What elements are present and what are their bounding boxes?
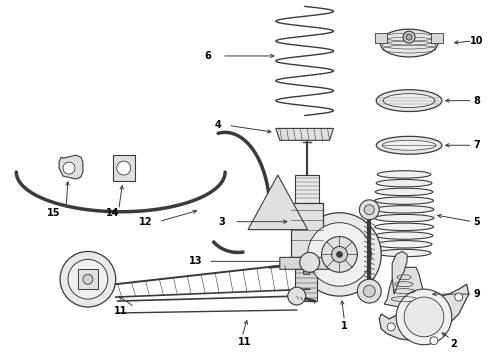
Circle shape (363, 285, 375, 297)
Ellipse shape (374, 206, 434, 213)
Circle shape (396, 289, 452, 345)
Text: 2: 2 (450, 339, 457, 349)
Ellipse shape (382, 140, 436, 150)
Bar (294, 269, 317, 301)
Text: 13: 13 (189, 256, 202, 266)
Polygon shape (248, 175, 308, 230)
Text: 3: 3 (219, 217, 225, 227)
Ellipse shape (375, 197, 434, 204)
Text: 1: 1 (341, 321, 348, 331)
Ellipse shape (383, 94, 435, 108)
Bar (294, 175, 319, 203)
Circle shape (63, 162, 75, 174)
Ellipse shape (375, 232, 433, 239)
Polygon shape (276, 129, 334, 140)
Ellipse shape (375, 188, 433, 195)
Polygon shape (384, 267, 424, 307)
Circle shape (430, 337, 438, 345)
Text: 10: 10 (470, 36, 484, 46)
Ellipse shape (377, 171, 431, 178)
Text: 7: 7 (473, 140, 480, 150)
Text: 15: 15 (48, 208, 61, 218)
Polygon shape (280, 257, 334, 274)
Circle shape (337, 251, 343, 257)
Bar (375, 33, 387, 43)
Circle shape (365, 205, 374, 215)
Bar (78, 269, 98, 289)
Text: 8: 8 (473, 96, 480, 105)
Circle shape (403, 31, 415, 43)
Bar (431, 33, 443, 43)
Bar (113, 155, 135, 181)
Circle shape (455, 293, 463, 301)
Text: 6: 6 (205, 51, 212, 61)
Circle shape (298, 213, 381, 296)
Ellipse shape (380, 29, 438, 57)
Ellipse shape (376, 136, 442, 154)
Circle shape (357, 279, 381, 303)
Circle shape (68, 260, 108, 299)
Text: 12: 12 (139, 217, 152, 227)
Circle shape (332, 247, 347, 262)
Circle shape (406, 34, 412, 40)
Text: 11: 11 (114, 306, 127, 316)
Circle shape (321, 237, 357, 272)
Polygon shape (392, 251, 407, 294)
Text: 14: 14 (106, 208, 120, 218)
Circle shape (308, 223, 371, 286)
Text: 11: 11 (238, 337, 252, 347)
Circle shape (387, 323, 395, 331)
Circle shape (288, 287, 306, 305)
Ellipse shape (374, 215, 434, 222)
Text: 5: 5 (473, 217, 480, 227)
Ellipse shape (376, 90, 442, 112)
Ellipse shape (375, 223, 434, 230)
Circle shape (83, 274, 93, 284)
Ellipse shape (376, 180, 432, 187)
Circle shape (300, 252, 319, 272)
Circle shape (60, 251, 116, 307)
Circle shape (404, 297, 444, 337)
Text: 9: 9 (473, 289, 480, 299)
Ellipse shape (377, 249, 431, 257)
Polygon shape (379, 284, 469, 341)
Text: 4: 4 (215, 121, 221, 130)
Bar (291, 203, 322, 257)
Polygon shape (59, 155, 83, 179)
Ellipse shape (376, 240, 432, 248)
Circle shape (359, 200, 379, 220)
Circle shape (117, 161, 131, 175)
